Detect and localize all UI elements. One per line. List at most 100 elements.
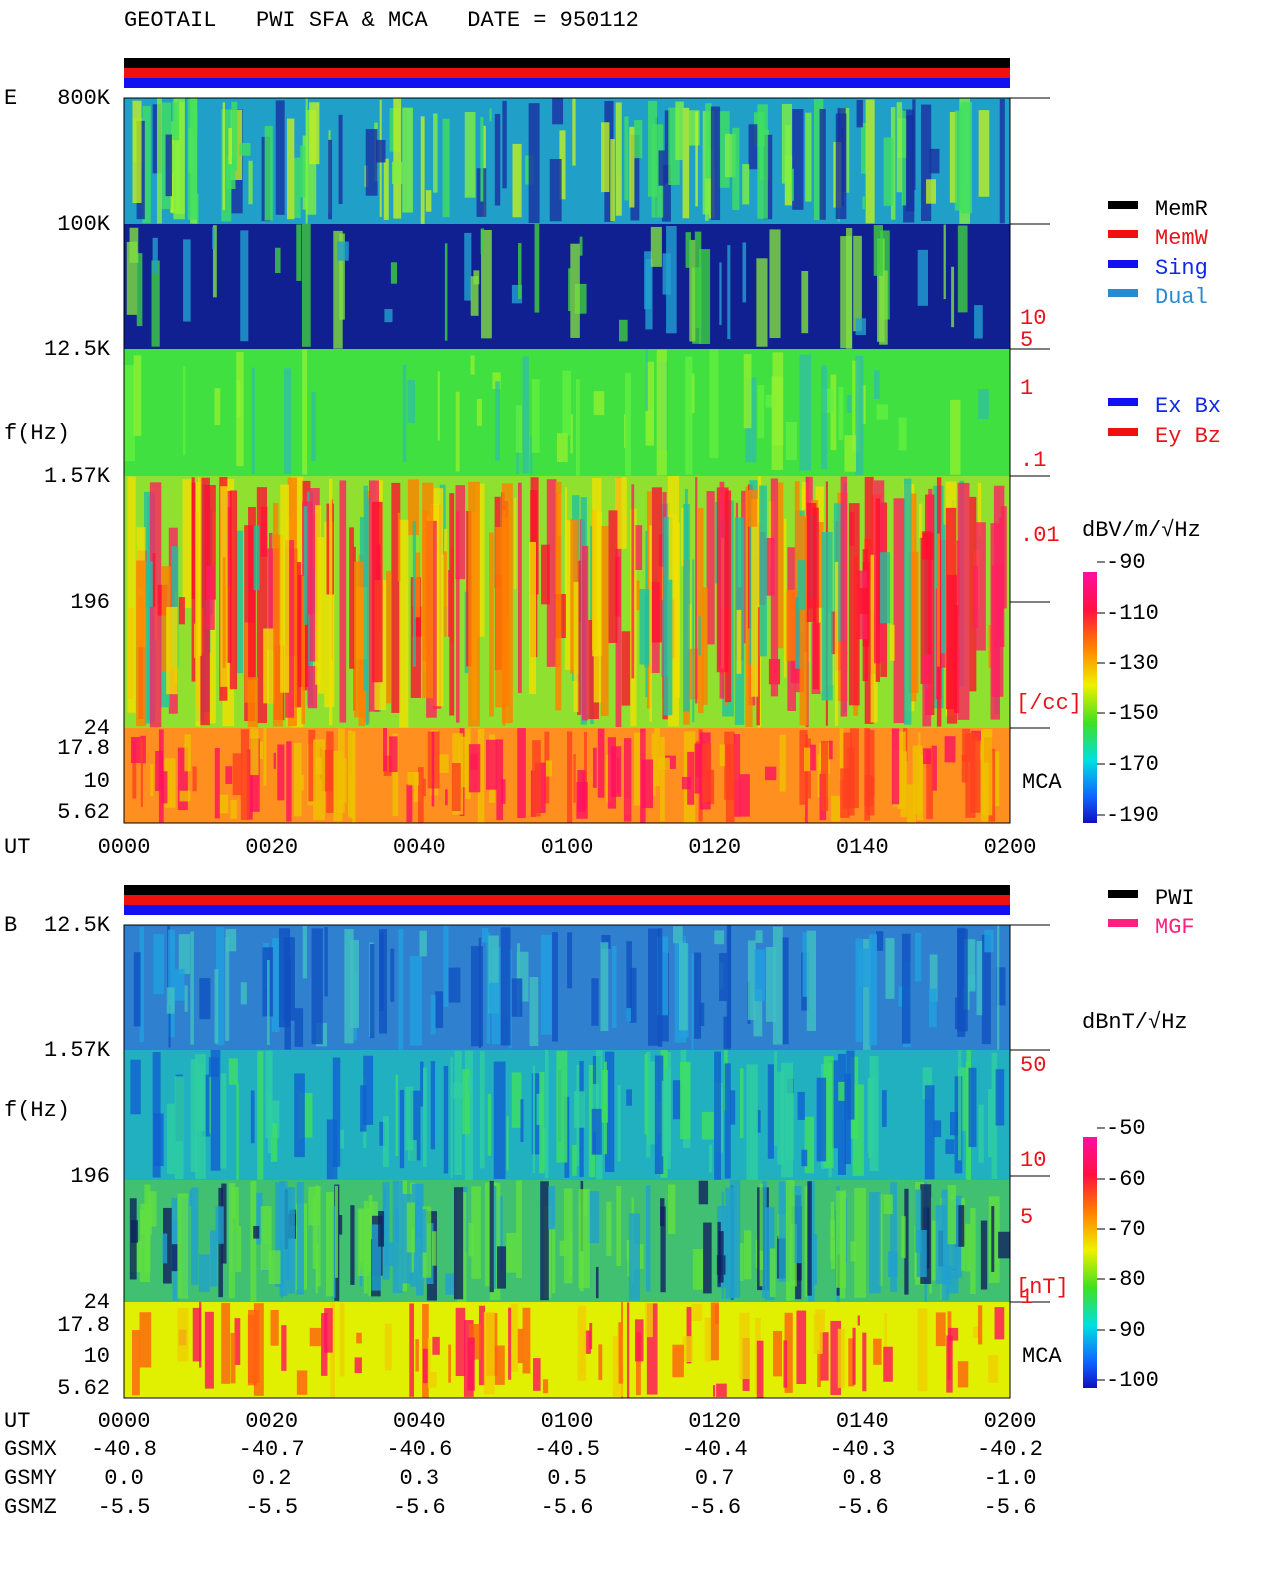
density-tick-label: 5	[1020, 1205, 1033, 1230]
spectrogram-patch	[906, 115, 915, 212]
spectrogram-patch	[494, 113, 501, 206]
spectrogram-patch	[931, 745, 937, 791]
spectrogram-patch	[132, 740, 137, 799]
spectrogram-patch	[285, 540, 295, 718]
spectrogram-patch	[646, 1051, 651, 1158]
spectrogram-patch	[626, 941, 633, 1022]
spectrogram-patch	[885, 938, 895, 999]
spectrogram-patch	[443, 1065, 449, 1174]
spectrogram-patch	[225, 936, 230, 1041]
spectrogram-patch	[625, 372, 631, 476]
density-unit: [nT]	[1016, 1275, 1069, 1300]
spectrogram-patch	[409, 956, 422, 1046]
spectrogram-patch	[228, 1183, 236, 1299]
spectrogram-patch	[191, 1187, 199, 1285]
colorbar-tick-label: -110	[1106, 601, 1159, 626]
spectrogram-patch	[236, 1083, 239, 1180]
spectrogram-patch	[618, 106, 621, 173]
spectrogram-patch	[666, 226, 677, 334]
spectrogram-patch	[393, 98, 402, 219]
spectrogram-patch	[862, 1332, 867, 1392]
spectrogram-patch	[683, 504, 690, 712]
spectrogram-patch	[516, 1180, 523, 1279]
spectrogram-patch	[658, 757, 670, 770]
spectrogram-patch	[166, 987, 175, 1014]
spectrogram-patch	[844, 1074, 851, 1165]
spectrogram-patch	[617, 1085, 621, 1162]
spectrogram-patch	[840, 768, 850, 818]
spectrogram-patch	[830, 1220, 835, 1261]
spectrogram-patch	[495, 381, 500, 461]
time-tick-label: 0100	[541, 1409, 594, 1434]
spectrogram-patch	[667, 476, 680, 727]
spectrogram-patch	[853, 235, 862, 332]
spectrogram-patch	[863, 939, 871, 1050]
spectrogram-patch	[859, 587, 869, 615]
spectrogram-patch	[529, 541, 537, 695]
spectrogram-patch	[685, 356, 693, 475]
spectrogram-patch	[397, 512, 401, 582]
spectrogram-patch	[924, 1085, 935, 1180]
spectrogram-patch	[685, 232, 691, 268]
spectrogram-patch	[724, 133, 736, 178]
spectrogram-patch	[991, 1206, 995, 1272]
spectrogram-patch	[965, 1223, 971, 1272]
spectrogram-patch	[270, 1100, 280, 1139]
spectrogram-patch	[422, 1348, 428, 1384]
spectrogram-patch	[941, 524, 947, 654]
spectrogram-patch	[615, 477, 622, 728]
density-tick-label: 10	[1020, 1148, 1046, 1173]
spectrogram-patch	[855, 938, 863, 1042]
spectrogram-patch	[317, 536, 325, 694]
spectrogram-patch	[487, 1093, 492, 1156]
spectrogram-patch	[988, 1089, 992, 1158]
spectrogram-patch	[794, 481, 800, 598]
spectrogram-patch	[283, 368, 292, 475]
spectrogram-patch	[294, 562, 302, 708]
spectrogram-patch	[656, 349, 667, 476]
spectrogram-patch	[556, 433, 568, 463]
spectrogram-patch	[732, 127, 740, 211]
spectrogram-patch	[199, 978, 211, 1020]
spectrogram-patch	[232, 1186, 239, 1227]
y-tick-label: 196	[70, 590, 110, 615]
spectrogram-patch	[363, 1055, 374, 1125]
spectrogram-patch	[592, 477, 602, 657]
spectrogram-patch	[641, 759, 654, 809]
spectrogram-patch	[923, 748, 932, 765]
spectrogram-patch	[311, 391, 316, 462]
spectrogram-patch	[792, 109, 804, 210]
spectrogram-patch	[922, 1067, 932, 1100]
spectrogram-patch	[301, 1092, 313, 1138]
spectrogram-patch	[785, 421, 797, 461]
spectrogram-patch	[480, 228, 484, 255]
spectrogram-patch	[660, 736, 665, 822]
spectrogram-patch	[236, 530, 243, 674]
spectrogram-patch	[486, 739, 498, 790]
spectrogram-patch	[682, 1336, 693, 1363]
spectrogram-patch	[296, 224, 302, 281]
spectrogram-patch	[339, 758, 347, 803]
orbit-value: -5.6	[688, 1495, 741, 1520]
spectrogram-patch	[645, 349, 648, 412]
spectrogram-patch	[691, 953, 694, 1050]
time-tick-label: 0000	[98, 835, 151, 860]
spectrogram-patch	[477, 728, 485, 823]
y-tick-label: 800K	[57, 86, 111, 111]
spectrogram-patch	[733, 733, 741, 817]
spectrogram-patch	[739, 1312, 750, 1379]
spectrogram-patch	[901, 110, 907, 206]
spectrogram-patch	[339, 480, 347, 723]
spectrogram-patch	[947, 1185, 957, 1245]
spectrogram-patch	[756, 258, 768, 347]
spectrogram-patch	[481, 229, 492, 339]
spectrogram-patch	[280, 484, 290, 693]
spectrogram-patch	[972, 565, 978, 628]
spectrogram-patch	[152, 553, 156, 607]
spectrogram-patch	[754, 949, 765, 1002]
spectrogram-patch	[286, 741, 292, 822]
spectrogram-patch	[239, 142, 251, 156]
spectrogram-patch	[996, 967, 1006, 1006]
spectrogram-patch	[379, 1121, 385, 1146]
spectrogram-patch	[691, 373, 695, 414]
